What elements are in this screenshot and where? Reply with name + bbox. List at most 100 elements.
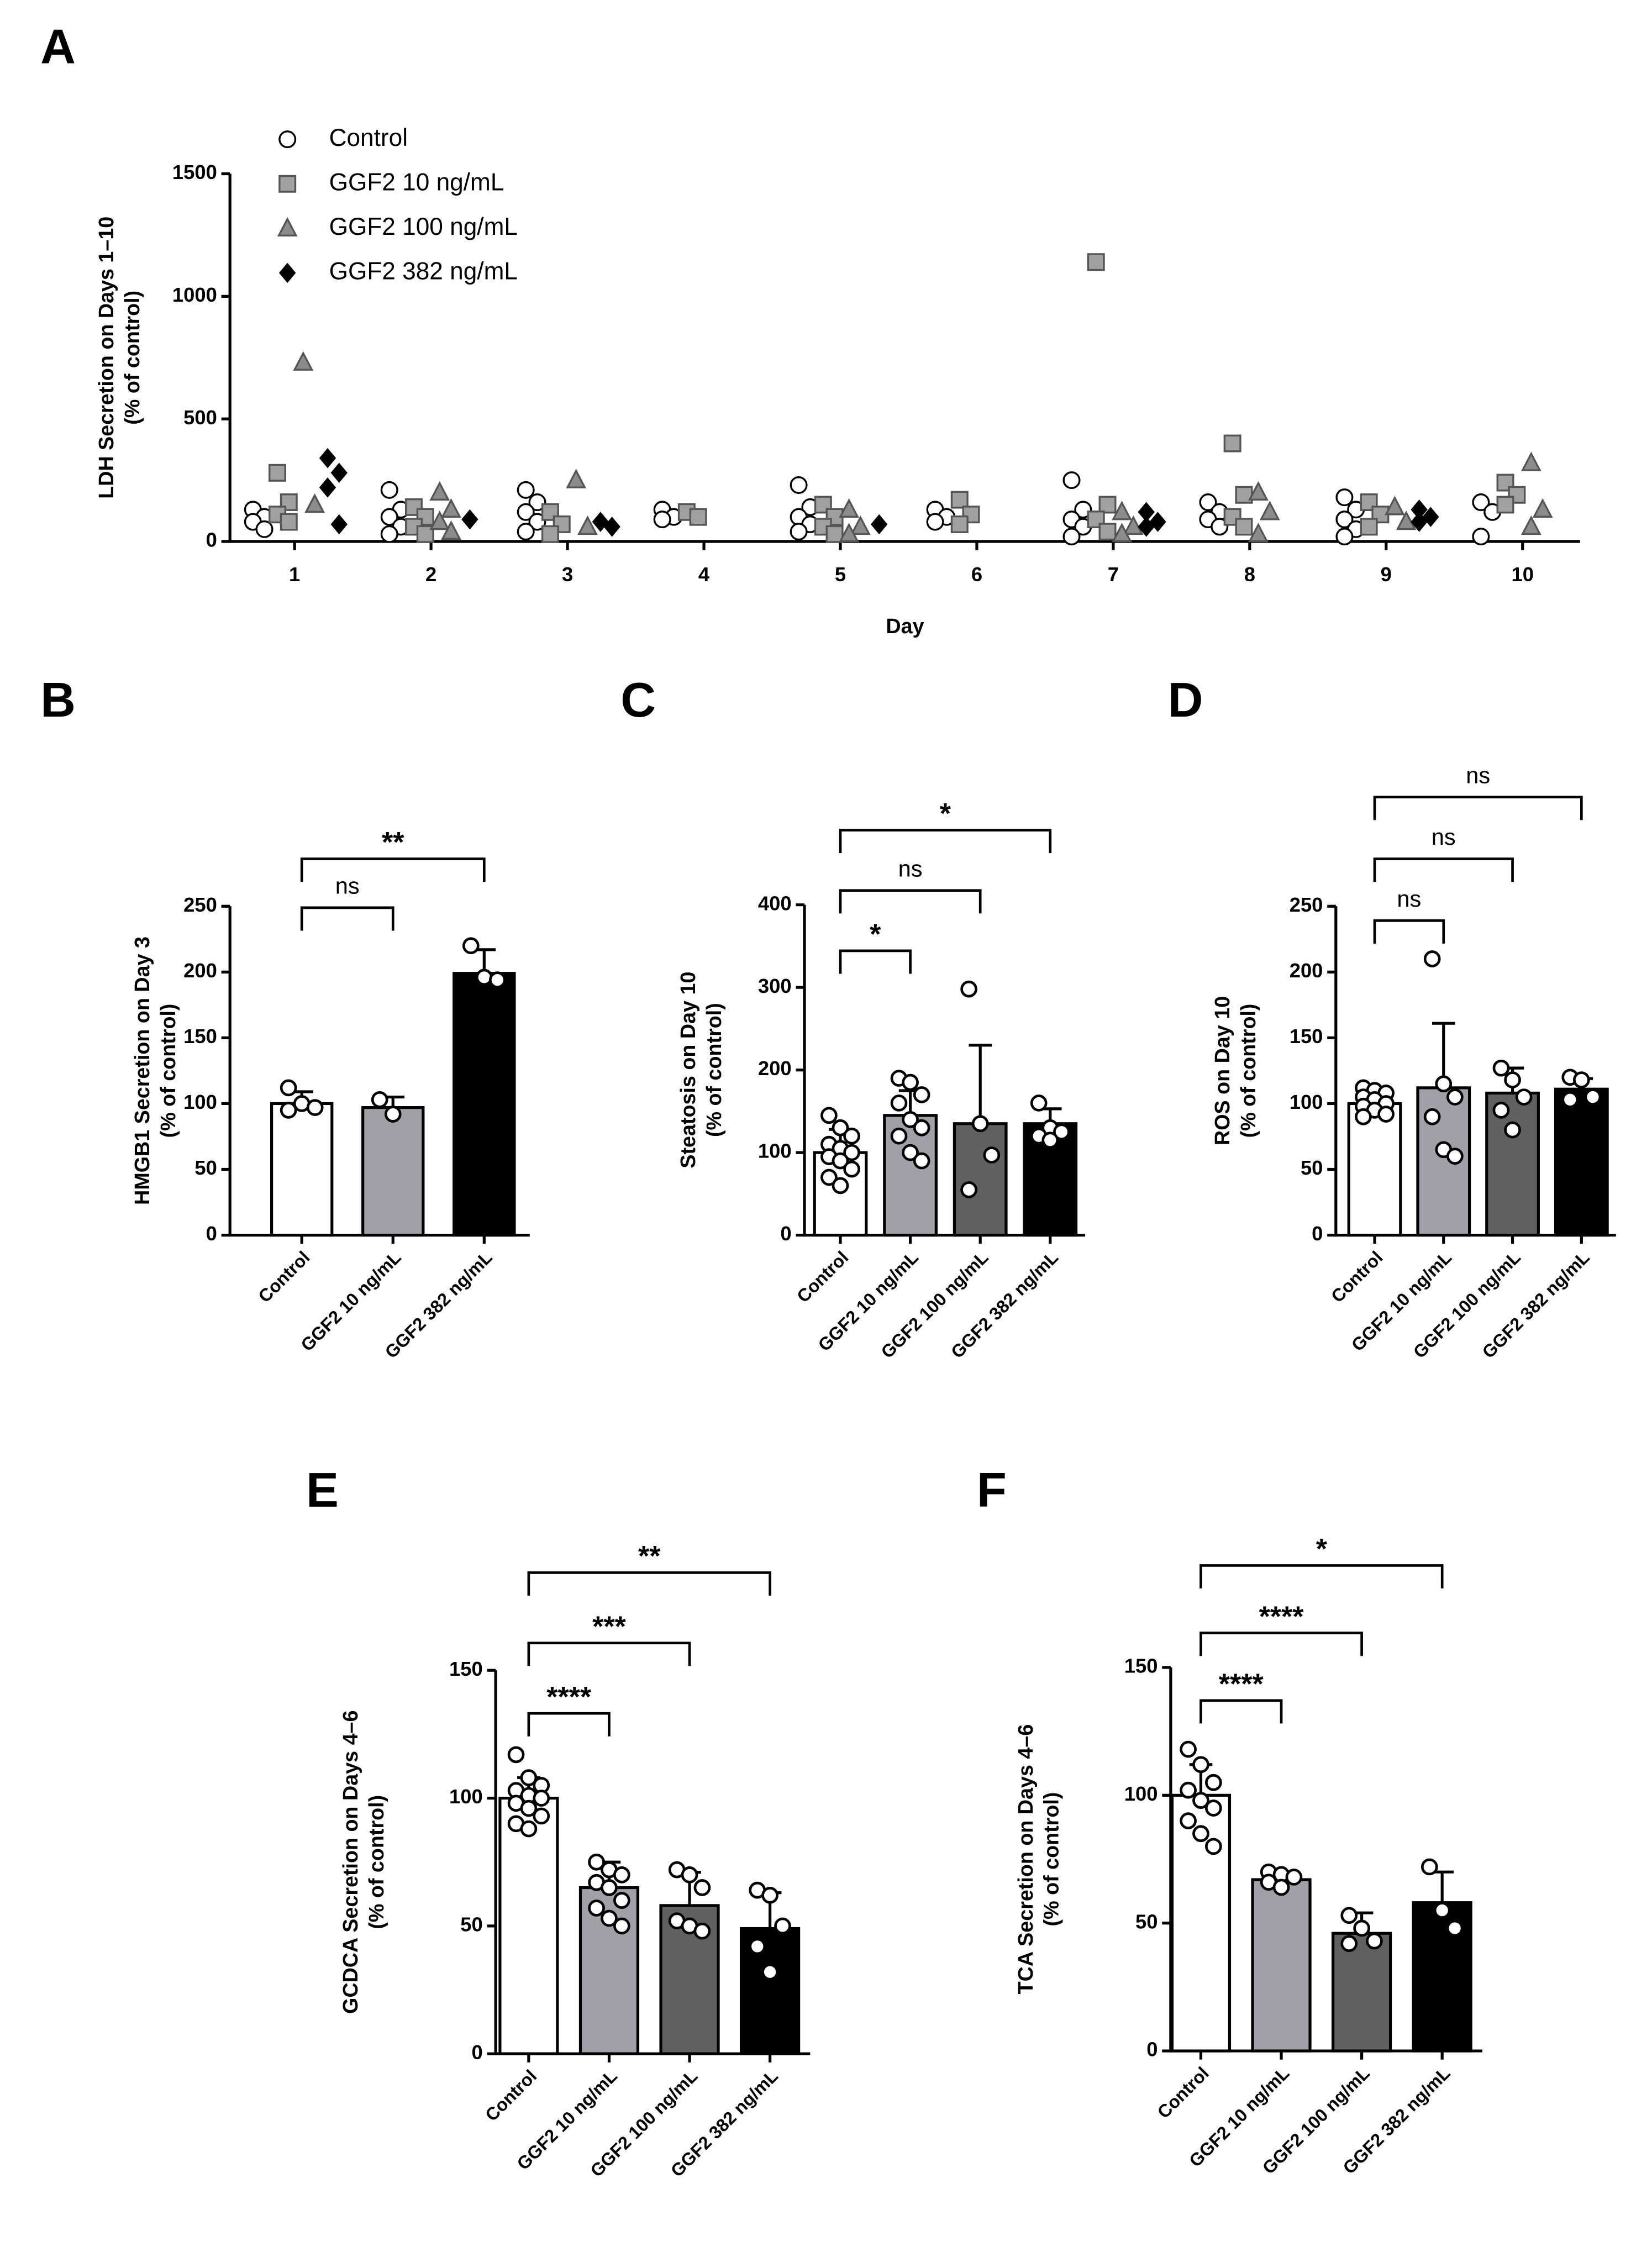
point: [913, 1119, 930, 1136]
point: [1285, 1869, 1303, 1886]
point: [890, 1127, 908, 1145]
point: [1492, 1059, 1510, 1077]
bar: [1554, 1087, 1609, 1237]
x-tick-label: 1: [289, 563, 300, 586]
point: [1340, 1907, 1358, 1924]
point: [1112, 501, 1132, 520]
point: [304, 493, 325, 513]
y-tick-label: 200: [1290, 959, 1323, 982]
x-tick-label: Control: [793, 1248, 852, 1307]
point: [902, 1144, 919, 1161]
point: [280, 1079, 297, 1097]
point: [1521, 515, 1541, 535]
y-axis-label: HMGB1 Secretion on Day 3: [130, 936, 154, 1205]
point: [1123, 515, 1144, 535]
significance-bracket: [527, 1641, 691, 1666]
point: [429, 510, 450, 530]
point: [1062, 471, 1081, 490]
point: [1521, 451, 1541, 471]
y-tick-label: 0: [206, 529, 217, 551]
panel-label: A: [40, 19, 76, 73]
point: [902, 1074, 919, 1091]
point: [839, 523, 859, 543]
point: [902, 1111, 919, 1128]
y-tick-label: 200: [183, 959, 217, 982]
point: [1492, 1102, 1510, 1119]
point: [613, 1892, 630, 1909]
point: [278, 262, 296, 283]
significance-label: *: [1316, 1533, 1328, 1565]
point: [1496, 473, 1514, 492]
point: [749, 1938, 766, 1955]
point: [1472, 528, 1490, 546]
x-tick-label: 8: [1244, 563, 1255, 586]
point: [689, 508, 707, 526]
point: [1030, 1095, 1048, 1112]
point: [1180, 1781, 1197, 1799]
x-tick-label: Control: [481, 2066, 540, 2125]
point: [1411, 512, 1428, 532]
point: [577, 515, 598, 535]
point: [1385, 496, 1405, 515]
significance-label: ***: [592, 1611, 626, 1643]
y-tick-label: 150: [1290, 1025, 1323, 1048]
significance-bracket: [1199, 1699, 1283, 1724]
y-tick-label: 50: [1135, 1910, 1158, 1933]
significance-bracket: [839, 889, 982, 914]
bar: [1416, 1086, 1471, 1237]
bar: [1485, 1091, 1540, 1237]
point: [1205, 1800, 1222, 1817]
point: [1423, 950, 1441, 967]
point: [601, 1879, 618, 1896]
significance-bracket: [1199, 1564, 1444, 1589]
point: [1223, 434, 1241, 452]
point: [1211, 518, 1229, 536]
point: [475, 969, 493, 986]
point: [507, 1746, 525, 1764]
point: [1340, 1935, 1358, 1953]
point: [1420, 1858, 1438, 1876]
point: [306, 1099, 324, 1116]
error-bar: [1430, 1870, 1454, 1903]
bar: [1347, 1102, 1402, 1237]
legend-label: GGF2 382 ng/mL: [329, 258, 518, 285]
point: [517, 503, 535, 521]
legend-label: GGF2 10 ng/mL: [329, 169, 504, 196]
point: [429, 481, 450, 501]
point: [441, 498, 461, 518]
point: [278, 130, 297, 149]
panel-label: F: [977, 1462, 1007, 1517]
y-tick-label: 0: [1312, 1222, 1323, 1245]
point: [380, 481, 398, 499]
point: [1572, 1071, 1590, 1088]
x-tick-label: 2: [425, 563, 436, 586]
point: [528, 493, 546, 512]
point: [761, 1963, 778, 1981]
significance-label: ns: [1466, 762, 1490, 788]
bar: [1251, 1878, 1312, 2053]
y-tick-label: 150: [1124, 1655, 1158, 1677]
point: [489, 971, 506, 988]
point: [1472, 493, 1490, 512]
point: [1396, 510, 1417, 530]
point: [790, 523, 808, 541]
point: [1504, 1071, 1521, 1088]
point: [528, 513, 546, 531]
point: [913, 1086, 930, 1103]
significance-bracket: [839, 949, 912, 974]
y-axis-label: (% of control): [702, 1003, 725, 1137]
point: [774, 1917, 791, 1935]
y-axis-label: (% of control): [1040, 1792, 1063, 1927]
point: [1532, 498, 1553, 518]
point: [790, 476, 808, 494]
point: [820, 1107, 838, 1124]
point: [850, 515, 871, 535]
y-tick-label: 100: [1290, 1091, 1323, 1113]
point: [761, 1887, 778, 1904]
significance-label: **: [382, 827, 404, 859]
point: [293, 351, 314, 371]
point: [1496, 496, 1514, 514]
point: [1112, 523, 1132, 543]
y-tick-label: 100: [1124, 1782, 1158, 1805]
